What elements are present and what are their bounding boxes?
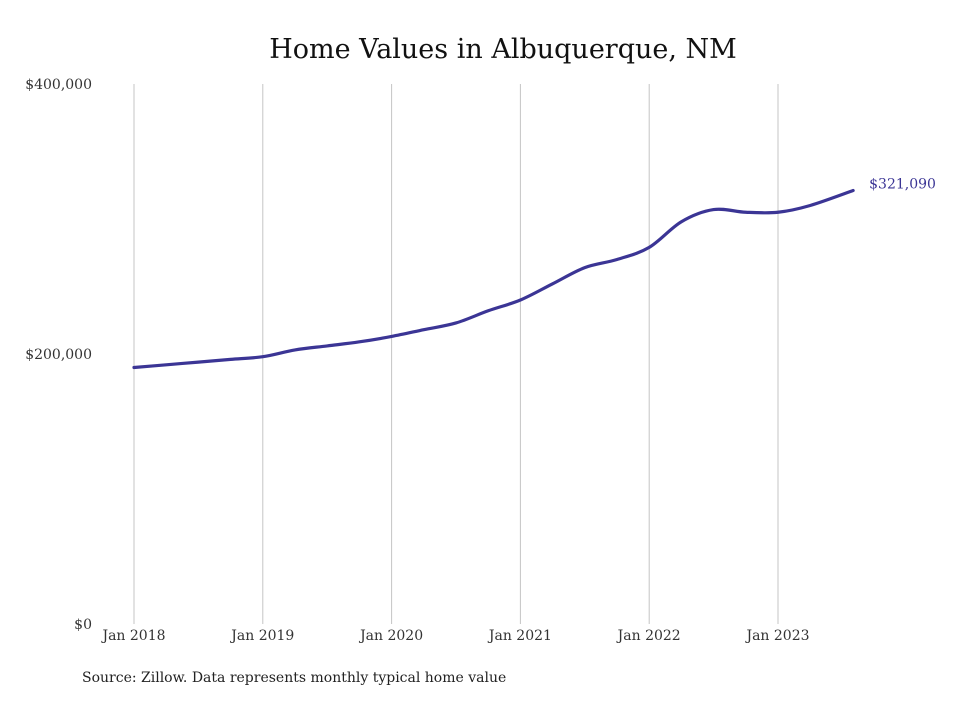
data-point — [455, 322, 457, 324]
x-tick-label: Jan 2019 — [229, 628, 294, 644]
data-point — [197, 361, 199, 363]
y-tick-label: $400,000 — [25, 77, 92, 93]
data-point — [487, 310, 489, 312]
source-note: Source: Zillow. Data represents monthly … — [82, 670, 506, 686]
data-point — [165, 364, 167, 366]
data-point — [390, 335, 392, 337]
data-point — [809, 204, 811, 206]
data-point — [551, 283, 553, 285]
chart-title: Home Values in Albuquerque, NM — [269, 34, 737, 65]
data-point — [777, 211, 779, 213]
data-point — [423, 329, 425, 331]
data-point — [616, 258, 618, 260]
series-layer — [132, 188, 855, 370]
home-value-line — [132, 188, 855, 370]
gridlines — [133, 84, 779, 624]
y-axis-ticks: $0 $200,000 $400,000 — [25, 77, 92, 633]
end-value-label: $321,090 — [869, 177, 936, 193]
data-point — [584, 266, 586, 268]
data-point — [648, 246, 650, 248]
data-point — [294, 349, 296, 351]
data-point — [680, 221, 682, 223]
x-tick-label: Jan 2023 — [744, 628, 809, 644]
data-point — [133, 366, 135, 368]
x-tick-label: Jan 2021 — [487, 628, 552, 644]
data-point — [358, 341, 360, 343]
x-tick-label: Jan 2022 — [616, 628, 681, 644]
y-tick-label: $0 — [74, 617, 92, 633]
data-point — [519, 299, 521, 301]
data-point — [326, 345, 328, 347]
data-point — [712, 208, 714, 210]
data-point — [745, 211, 747, 213]
y-tick-label: $200,000 — [25, 347, 92, 363]
data-point — [262, 356, 264, 358]
x-tick-label: Jan 2020 — [358, 628, 423, 644]
x-tick-label: Jan 2018 — [100, 628, 165, 644]
x-axis-ticks: Jan 2018 Jan 2019 Jan 2020 Jan 2021 Jan 2022… — [100, 628, 809, 644]
data-point — [229, 358, 231, 360]
data-point — [852, 189, 854, 191]
